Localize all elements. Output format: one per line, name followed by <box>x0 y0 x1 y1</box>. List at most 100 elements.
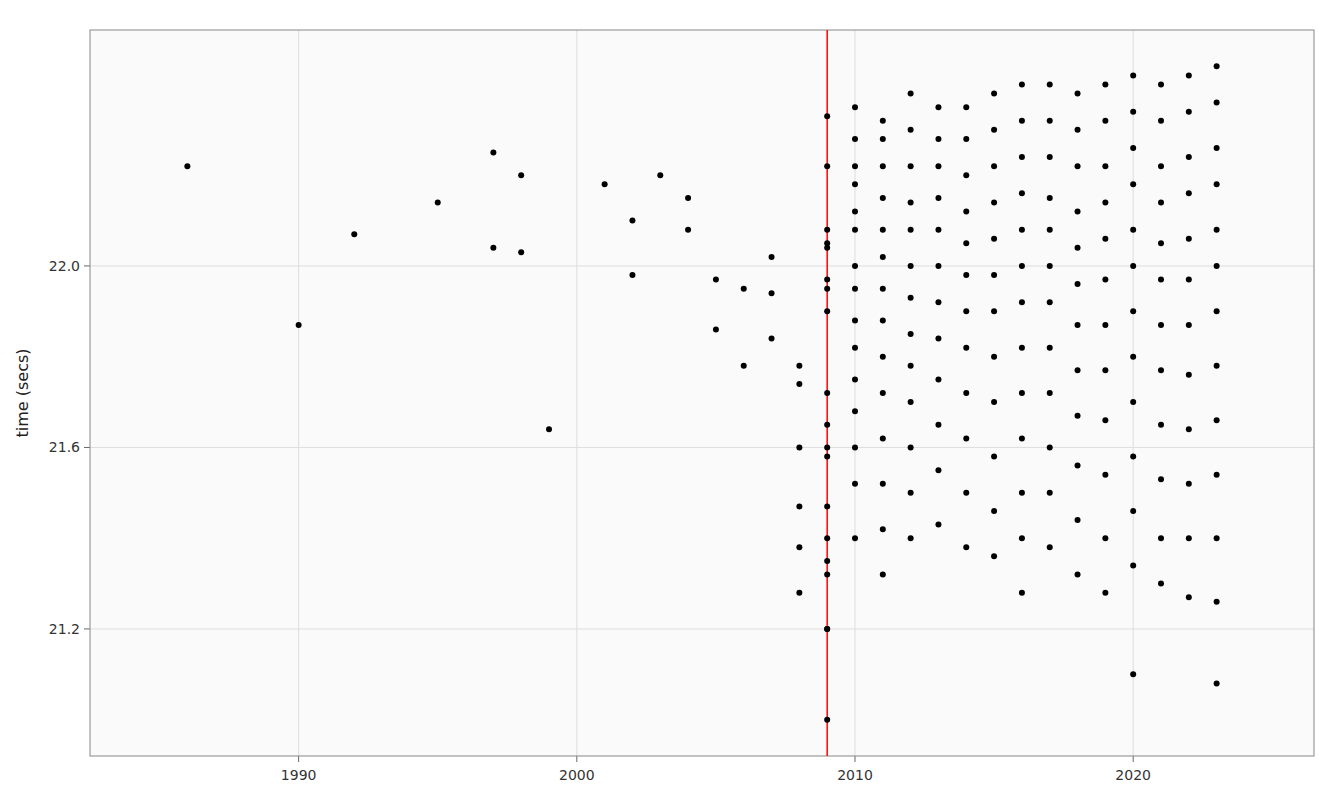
point <box>1158 535 1164 541</box>
point <box>824 227 830 233</box>
point <box>935 376 941 382</box>
point <box>824 163 830 169</box>
point <box>1158 322 1164 328</box>
point <box>546 426 552 432</box>
point <box>1130 72 1136 78</box>
point <box>713 326 719 332</box>
point <box>1102 236 1108 242</box>
point <box>1019 190 1025 196</box>
point <box>1158 422 1164 428</box>
point <box>1075 209 1081 215</box>
point <box>963 136 969 142</box>
point <box>1047 195 1053 201</box>
point <box>796 444 802 450</box>
point <box>935 263 941 269</box>
point <box>1047 263 1053 269</box>
point <box>991 127 997 133</box>
tick-mark <box>1133 756 1134 762</box>
point <box>1075 413 1081 419</box>
point <box>1214 680 1220 686</box>
point <box>880 572 886 578</box>
point <box>935 163 941 169</box>
point <box>824 558 830 564</box>
point <box>852 408 858 414</box>
point <box>824 245 830 251</box>
point <box>1102 277 1108 283</box>
grid-line <box>298 30 299 756</box>
point <box>490 150 496 156</box>
point <box>1214 181 1220 187</box>
point <box>657 172 663 178</box>
point <box>908 399 914 405</box>
tick-mark <box>576 756 577 762</box>
point <box>880 136 886 142</box>
point <box>963 490 969 496</box>
point <box>1186 236 1192 242</box>
point <box>880 195 886 201</box>
point <box>769 290 775 296</box>
point <box>1158 277 1164 283</box>
point <box>296 322 302 328</box>
point <box>824 277 830 283</box>
point <box>1047 444 1053 450</box>
point <box>824 308 830 314</box>
point <box>1158 367 1164 373</box>
point <box>935 104 941 110</box>
point <box>1158 240 1164 246</box>
point <box>852 181 858 187</box>
point <box>518 249 524 255</box>
point <box>1214 472 1220 478</box>
point <box>351 231 357 237</box>
point <box>963 390 969 396</box>
point <box>1158 199 1164 205</box>
point <box>685 195 691 201</box>
point <box>1214 263 1220 269</box>
point <box>991 308 997 314</box>
point <box>1130 562 1136 568</box>
point <box>908 163 914 169</box>
point <box>1075 91 1081 97</box>
point <box>963 435 969 441</box>
point <box>1130 227 1136 233</box>
point <box>1214 417 1220 423</box>
point <box>824 113 830 119</box>
point <box>1214 363 1220 369</box>
tick-label: 21.2 <box>49 621 80 637</box>
point <box>1102 367 1108 373</box>
grid-line <box>1133 30 1134 756</box>
tick-label: 22.0 <box>49 258 80 274</box>
point <box>991 508 997 514</box>
point <box>1102 81 1108 87</box>
point <box>1186 72 1192 78</box>
point <box>963 172 969 178</box>
point <box>824 535 830 541</box>
point <box>824 454 830 460</box>
point <box>852 535 858 541</box>
point <box>1130 145 1136 151</box>
point <box>963 308 969 314</box>
point <box>991 272 997 278</box>
point <box>1019 299 1025 305</box>
point <box>1019 154 1025 160</box>
point <box>1214 308 1220 314</box>
point <box>824 572 830 578</box>
point <box>1102 163 1108 169</box>
point <box>880 481 886 487</box>
point <box>796 381 802 387</box>
point <box>824 503 830 509</box>
point <box>963 240 969 246</box>
point <box>1047 390 1053 396</box>
point <box>1102 417 1108 423</box>
point <box>1158 118 1164 124</box>
points <box>184 63 1219 722</box>
point <box>991 163 997 169</box>
point <box>991 236 997 242</box>
point <box>880 163 886 169</box>
point <box>1047 490 1053 496</box>
point <box>852 444 858 450</box>
point <box>1130 399 1136 405</box>
axis-label: time (secs) <box>13 348 32 437</box>
tick-mark <box>855 756 856 762</box>
point <box>1214 63 1220 69</box>
point <box>908 295 914 301</box>
